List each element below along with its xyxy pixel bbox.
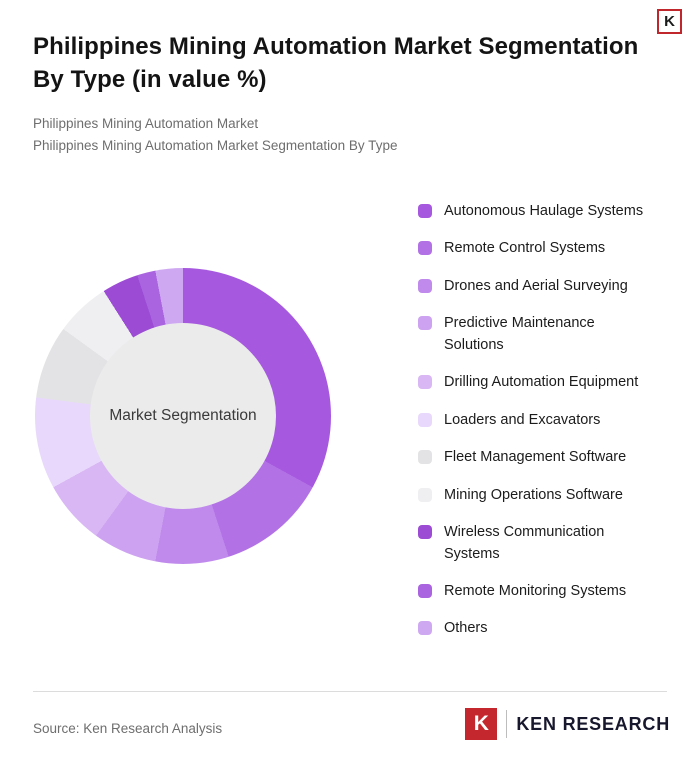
legend-item[interactable]: Drones and Aerial Surveying (418, 276, 658, 297)
footer-divider (33, 691, 667, 692)
legend-swatch (418, 487, 432, 502)
subtitle-line-1: Philippines Mining Automation Market (33, 116, 259, 131)
legend-item[interactable]: Remote Monitoring Systems (418, 581, 658, 602)
legend-item[interactable]: Predictive Maintenance Solutions (418, 313, 658, 356)
legend-label: Mining Operations Software (444, 486, 623, 503)
legend-label: Remote Control Systems (444, 240, 606, 257)
legend-label: Loaders and Excavators (444, 411, 601, 428)
legend-item[interactable]: Drilling Automation Equipment (418, 372, 658, 393)
mini-logo-letter: K (664, 13, 675, 30)
source-text: Source: Ken Research Analysis (33, 721, 223, 736)
legend-swatch (418, 412, 432, 427)
legend-swatch (418, 375, 432, 390)
legend-item[interactable]: Wireless Communication Systems (418, 522, 658, 565)
ken-research-k-icon: K (465, 708, 498, 740)
legend-item[interactable]: Remote Control Systems (418, 238, 658, 259)
legend-swatch (418, 583, 432, 598)
legend-swatch (418, 621, 432, 636)
legend-swatch (418, 241, 432, 256)
subtitle-line-2: Philippines Mining Automation Market Seg… (33, 137, 398, 153)
legend-label: Drones and Aerial Surveying (444, 277, 628, 294)
chart-legend: Autonomous Haulage Systems Remote Control… (418, 201, 658, 640)
legend-swatch (418, 204, 432, 218)
legend-label: Drilling Automation Equipment (444, 374, 639, 391)
logo-separator (506, 710, 508, 738)
legend-item[interactable]: Loaders and Excavators (418, 410, 658, 431)
legend-label: Autonomous Haulage Systems (444, 203, 644, 219)
legend-label: Predictive Maintenance Solutions (444, 315, 595, 353)
donut-chart[interactable]: Market Segmentation (35, 268, 331, 564)
legend-label: Wireless Communication Systems (444, 524, 605, 562)
donut-center-label: Market Segmentation (109, 407, 257, 424)
legend-item[interactable]: Autonomous Haulage Systems (418, 201, 658, 222)
ken-research-mini-logo-icon: K (657, 9, 682, 34)
subtitle-block: Philippines Mining Automation Market Phi… (33, 113, 397, 157)
ken-research-logo: K KEN RESEARCH (465, 708, 670, 740)
legend-swatch (418, 525, 432, 540)
legend-label: Others (444, 620, 488, 637)
legend-item[interactable]: Fleet Management Software (418, 447, 658, 468)
legend-swatch (418, 278, 432, 293)
legend-swatch (418, 450, 432, 465)
legend-item[interactable]: Mining Operations Software (418, 485, 658, 506)
legend-swatch (418, 316, 432, 331)
legend-item[interactable]: Others (418, 618, 658, 639)
legend-label: Fleet Management Software (444, 449, 627, 466)
legend-label: Remote Monitoring Systems (444, 582, 627, 599)
ken-research-logo-text: KEN RESEARCH (516, 713, 670, 734)
donut-center: Market Segmentation (90, 323, 276, 509)
page-title: Philippines Mining Automation Market Seg… (33, 33, 639, 94)
